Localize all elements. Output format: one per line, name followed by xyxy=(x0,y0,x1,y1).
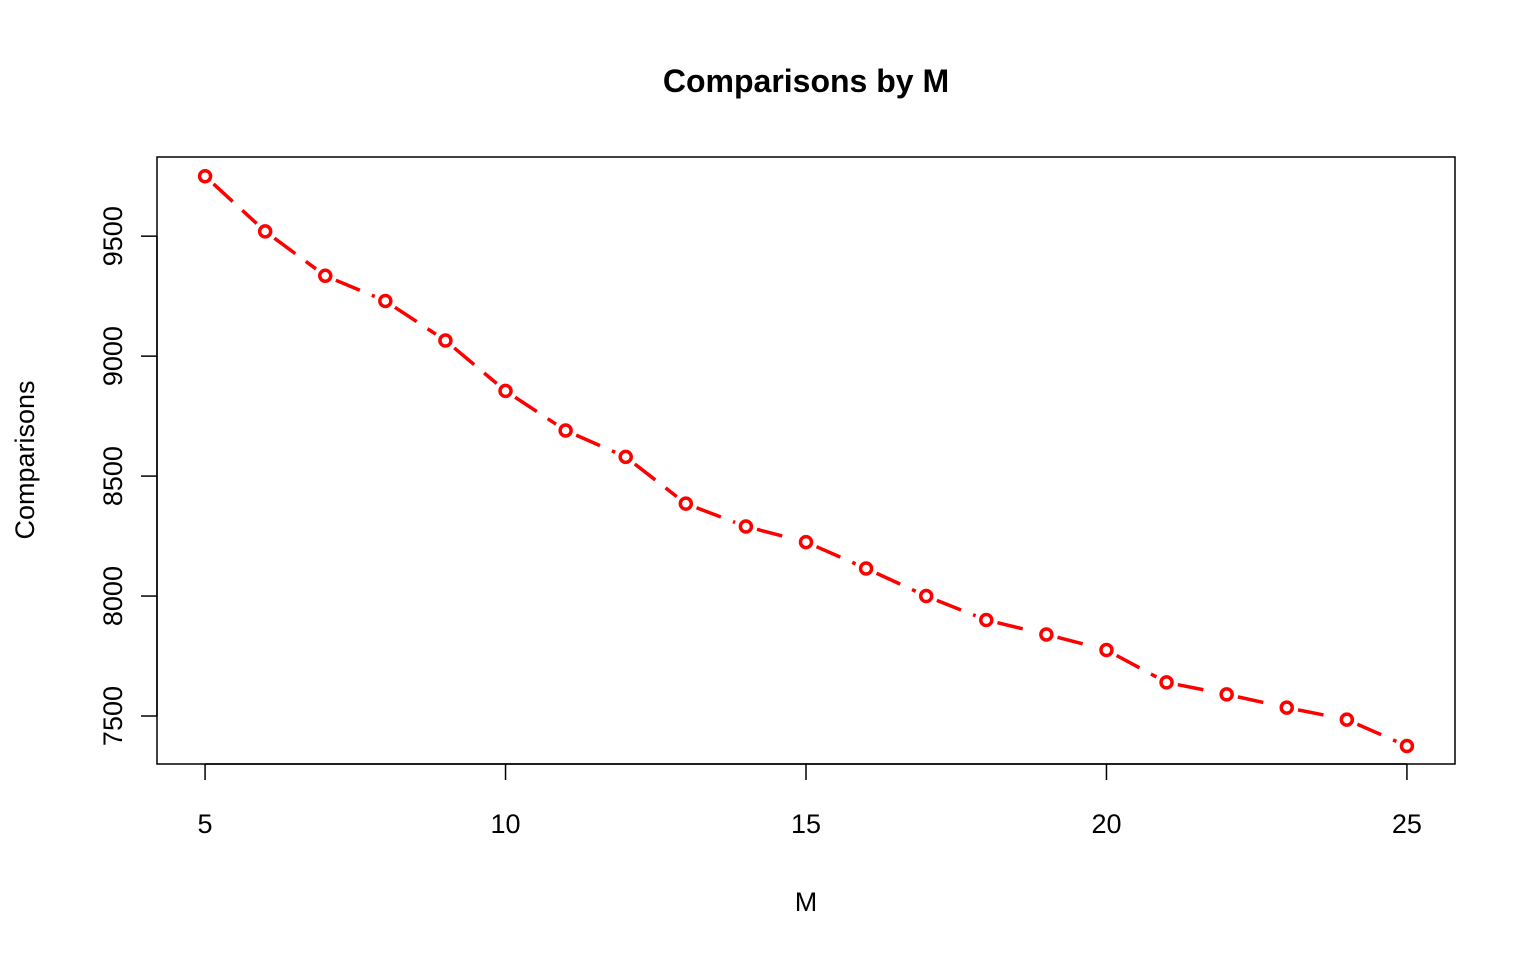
x-axis-label: M xyxy=(795,887,818,917)
data-point xyxy=(438,333,453,348)
data-point xyxy=(318,268,333,284)
data-point xyxy=(979,612,994,628)
data-point xyxy=(618,449,633,465)
series-line-segment xyxy=(756,527,796,541)
data-point xyxy=(1159,675,1174,690)
plot-frame xyxy=(156,156,1456,765)
y-tick-label: 9000 xyxy=(98,326,128,386)
x-tick-label: 25 xyxy=(1392,809,1422,839)
y-tick-label: 9500 xyxy=(98,206,128,266)
data-point xyxy=(378,293,393,309)
series-line-segment xyxy=(393,305,437,336)
series-line-segment xyxy=(815,545,857,566)
y-tick-label: 8500 xyxy=(98,446,128,506)
x-tick-label: 20 xyxy=(1091,809,1121,839)
series-line-segment xyxy=(212,182,258,225)
series-line-segment xyxy=(1356,722,1398,743)
data-point xyxy=(1039,627,1054,642)
series-line-segment xyxy=(1057,635,1096,649)
y-tick-label: 8000 xyxy=(98,566,128,626)
data-point xyxy=(498,383,513,399)
x-axis: 5 10 15 20 25 xyxy=(198,763,1422,839)
series-line-segment xyxy=(273,236,318,271)
x-tick-label: 15 xyxy=(791,809,821,839)
series-line-segment xyxy=(575,433,616,454)
data-point xyxy=(858,561,874,576)
data-point xyxy=(1339,712,1355,727)
series-line-segment xyxy=(936,598,977,618)
x-tick-label: 10 xyxy=(491,809,521,839)
data-point xyxy=(1219,687,1234,702)
series-layer xyxy=(197,168,1415,754)
series-line-segment xyxy=(514,395,557,426)
series-line-segment xyxy=(1297,708,1336,720)
series-line-segment xyxy=(1237,695,1276,707)
series-line-segment xyxy=(695,506,736,525)
series-line-segment xyxy=(453,346,498,385)
x-tick-label: 5 xyxy=(198,809,213,839)
series-line-segment xyxy=(997,621,1036,634)
data-point xyxy=(678,496,694,511)
data-point xyxy=(197,168,213,184)
data-point xyxy=(1099,642,1114,658)
series-line-segment xyxy=(633,462,678,499)
data-point xyxy=(558,423,573,438)
data-point xyxy=(918,588,934,604)
data-point xyxy=(1279,700,1294,715)
y-axis: 7500 8000 8500 9000 9500 xyxy=(98,206,158,746)
series-line-segment xyxy=(875,571,917,593)
series-line-segment xyxy=(335,278,376,299)
chart-title: Comparisons by M xyxy=(663,63,949,99)
data-point xyxy=(257,224,273,239)
series-line-segment xyxy=(1115,653,1158,679)
series-line-segment xyxy=(1177,682,1216,694)
data-point xyxy=(798,534,814,550)
y-tick-label: 7500 xyxy=(98,686,128,746)
y-axis-label: Comparisons xyxy=(10,380,40,539)
data-point xyxy=(738,519,754,534)
data-point xyxy=(1399,738,1415,754)
